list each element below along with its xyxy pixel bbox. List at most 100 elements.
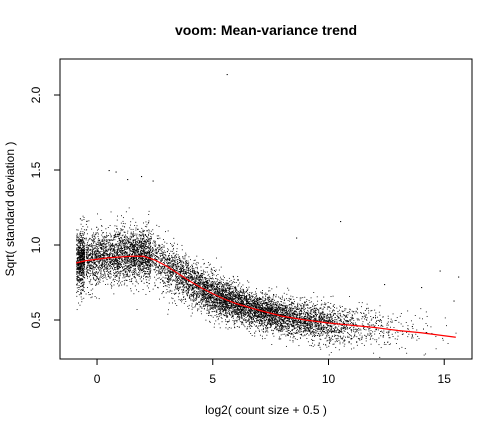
data-point xyxy=(246,290,247,292)
data-point xyxy=(120,251,122,253)
data-point xyxy=(256,318,257,320)
data-point xyxy=(442,339,444,341)
data-point xyxy=(275,310,277,312)
data-point xyxy=(169,262,171,264)
data-point xyxy=(143,242,145,244)
data-point xyxy=(114,281,115,283)
data-point xyxy=(154,282,156,284)
data-point xyxy=(110,262,112,264)
data-point xyxy=(252,312,254,314)
data-point xyxy=(93,238,95,240)
data-point xyxy=(213,286,215,288)
data-point xyxy=(120,265,122,267)
data-point xyxy=(81,285,83,286)
data-point xyxy=(255,302,257,304)
data-point xyxy=(87,242,89,244)
data-point xyxy=(306,330,308,332)
data-point xyxy=(123,263,125,265)
data-point xyxy=(172,249,174,251)
data-point xyxy=(76,269,78,271)
data-point xyxy=(83,217,85,218)
data-point xyxy=(79,232,81,234)
data-point xyxy=(145,264,147,266)
data-point xyxy=(268,316,270,318)
data-point xyxy=(171,257,173,259)
data-point xyxy=(203,273,205,275)
data-point xyxy=(155,252,157,254)
data-point xyxy=(198,282,200,284)
data-point xyxy=(174,262,176,264)
data-point xyxy=(315,326,317,328)
data-point xyxy=(272,307,274,309)
data-point xyxy=(243,293,245,294)
data-point xyxy=(122,220,124,222)
data-point xyxy=(322,333,324,335)
data-point xyxy=(193,286,195,288)
data-point xyxy=(298,319,300,321)
data-point xyxy=(226,294,228,296)
data-point xyxy=(182,262,184,264)
data-point xyxy=(366,314,367,316)
data-point xyxy=(236,313,238,315)
data-point xyxy=(229,309,231,311)
data-point xyxy=(307,309,309,311)
data-point xyxy=(374,330,376,332)
data-point xyxy=(153,242,155,244)
data-point xyxy=(86,250,88,251)
data-point xyxy=(114,239,116,241)
data-point xyxy=(248,315,250,317)
data-point xyxy=(268,309,269,311)
data-point xyxy=(101,262,103,264)
data-point xyxy=(368,310,370,312)
data-point xyxy=(202,281,204,283)
data-point xyxy=(217,279,219,281)
data-point xyxy=(145,241,147,243)
data-point xyxy=(187,277,189,279)
data-point xyxy=(295,311,297,313)
data-point xyxy=(255,321,257,323)
data-point xyxy=(112,246,114,248)
data-point xyxy=(318,335,320,337)
data-point xyxy=(152,250,154,252)
data-point xyxy=(192,295,194,297)
data-point xyxy=(293,335,295,337)
data-point xyxy=(173,260,175,262)
data-point xyxy=(112,248,114,249)
data-point xyxy=(106,249,108,251)
data-point xyxy=(172,302,173,304)
data-point xyxy=(79,251,81,253)
data-point xyxy=(85,229,87,231)
data-point xyxy=(98,270,100,272)
data-point xyxy=(356,324,358,326)
data-point xyxy=(278,309,280,311)
data-point xyxy=(279,312,281,314)
data-point xyxy=(93,267,95,269)
data-point xyxy=(302,327,304,329)
data-point xyxy=(140,251,141,253)
data-point xyxy=(126,258,128,260)
data-point xyxy=(344,330,346,332)
data-point xyxy=(256,320,257,321)
data-point xyxy=(82,281,84,283)
data-point xyxy=(333,328,335,330)
data-point xyxy=(131,243,133,245)
data-point xyxy=(327,331,329,333)
data-point xyxy=(216,316,218,318)
data-point xyxy=(254,299,256,301)
data-point xyxy=(264,321,266,323)
data-point xyxy=(178,289,179,291)
data-point xyxy=(236,293,238,295)
data-point xyxy=(94,255,96,257)
data-point xyxy=(241,309,243,311)
data-point xyxy=(270,302,272,304)
data-point xyxy=(129,265,131,267)
data-point xyxy=(147,247,149,249)
data-point xyxy=(231,316,233,318)
data-point xyxy=(140,237,142,239)
data-point xyxy=(343,324,345,326)
data-point xyxy=(222,309,224,311)
data-point xyxy=(113,235,115,236)
data-point xyxy=(322,308,324,310)
data-point xyxy=(261,329,263,331)
data-point xyxy=(101,225,103,227)
